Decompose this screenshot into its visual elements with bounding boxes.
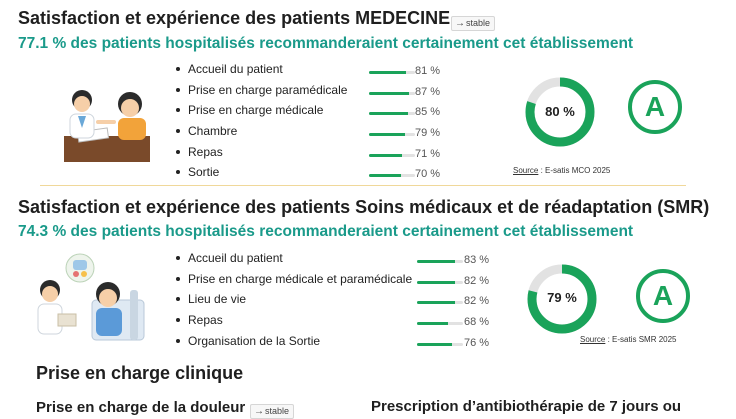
smr-item-bar-fill: [417, 322, 449, 326]
medecine-items-list: Accueil du patient 81 % Prise en charge pa…: [176, 62, 446, 186]
smr-items-list: Accueil du patient 83 % Prise en charge mé…: [176, 251, 496, 354]
smr-item: Repas 68 %: [176, 313, 496, 334]
clinique-title: Prise en charge clinique: [36, 363, 244, 383]
medecine-title: Satisfaction et expérience des patients …: [18, 8, 451, 28]
medecine-item: Prise en charge paramédicale 87 %: [176, 83, 446, 104]
smr-item-percent: 76 %: [464, 336, 490, 349]
smr-item-label: Lieu de vie: [176, 292, 246, 306]
smr-item-label: Organisation de la Sortie: [176, 334, 320, 348]
medecine-item-bar: [369, 112, 415, 116]
medecine-recommendation: 77.1 % des patients hospitalisés recomma…: [18, 35, 634, 52]
smr-item-bar: [417, 322, 463, 326]
medecine-source: Source : E-satis MCO 2025: [513, 166, 611, 175]
section-divider: [40, 185, 686, 186]
bullet-icon: [176, 297, 180, 302]
medecine-item-label: Accueil du patient: [176, 62, 283, 76]
doctor-patient-illustration: [64, 90, 150, 162]
bullet-icon: [176, 170, 180, 175]
smr-title: Satisfaction et expérience des patients …: [18, 197, 710, 217]
medecine-item-bar-fill: [369, 153, 402, 157]
smr-item-bar: [417, 301, 463, 305]
smr-item-percent: 83 %: [464, 254, 490, 266]
smr-item-bar: [417, 280, 463, 284]
arrow-right-icon: →: [254, 406, 264, 417]
smr-item: Lieu de vie 82 %: [176, 292, 496, 313]
bullet-icon: [176, 66, 180, 71]
smr-item-bar: [417, 342, 463, 346]
smr-item-label: Accueil du patient: [176, 251, 283, 265]
bullet-icon: [176, 108, 180, 113]
smr-donut-chart: [527, 264, 597, 334]
medecine-item-bar-fill: [369, 174, 402, 178]
bullet-icon: [176, 87, 180, 92]
smr-item: Accueil du patient 83 %: [176, 251, 496, 272]
smr-item-percent: 82 %: [464, 274, 490, 287]
medecine-item-bar: [369, 71, 415, 74]
medecine-donut-label: 80 %: [545, 104, 575, 119]
medecine-item-bar-fill: [369, 112, 409, 116]
antibio-title: Prescription d’antibiothérapie de 7 jour…: [371, 398, 682, 415]
medecine-item-percent: 81 %: [415, 65, 441, 77]
bullet-icon: [176, 317, 180, 322]
medecine-item-bar: [369, 133, 415, 137]
smr-item: Prise en charge médicale et paramédicale…: [176, 272, 496, 293]
medecine-donut-chart: [525, 77, 595, 147]
smr-item: Organisation de la Sortie 76 %: [176, 334, 496, 355]
medecine-item: Repas 71 %: [176, 145, 446, 166]
smr-grade-badge: A: [636, 269, 690, 323]
bullet-icon: [176, 128, 180, 133]
medecine-item: Accueil du patient 81 %: [176, 62, 446, 83]
medecine-item: Sortie 70 %: [176, 165, 446, 186]
medecine-item-bar: [369, 174, 415, 178]
smr-item-bar-fill: [417, 342, 452, 346]
bullet-icon: [176, 149, 180, 154]
medecine-grade-badge: A: [628, 80, 682, 134]
medecine-trend-badge: →stable: [451, 16, 496, 31]
medecine-item-bar-fill: [369, 91, 410, 95]
douleur-title: Prise en charge de la douleur: [36, 399, 246, 416]
smr-item-percent: 68 %: [464, 316, 490, 329]
smr-item-bar-fill: [417, 280, 455, 284]
smr-source: Source : E-satis SMR 2025: [580, 335, 677, 344]
smr-item-label: Repas: [176, 313, 223, 327]
medecine-item-percent: 87 %: [415, 85, 441, 98]
smr-item-bar: [417, 260, 463, 263]
medecine-item-percent: 70 %: [415, 168, 441, 181]
smr-donut-label: 79 %: [547, 290, 577, 305]
medecine-item-label: Repas: [176, 145, 223, 159]
smr-donut-arc: [527, 264, 597, 334]
bullet-icon: [176, 338, 180, 343]
patient-bed-illustration: [37, 253, 145, 341]
smr-recommendation: 74.3 % des patients hospitalisés recomma…: [18, 223, 634, 240]
smr-item-bar-fill: [417, 301, 455, 305]
medecine-item-label: Chambre: [176, 124, 237, 138]
medecine-item-label: Prise en charge paramédicale: [176, 83, 347, 97]
medecine-item-percent: 79 %: [415, 127, 441, 140]
medecine-item-bar: [369, 153, 415, 157]
medecine-item-bar-fill: [369, 133, 406, 137]
douleur-trend-badge: →stable: [250, 404, 295, 419]
arrow-right-icon: →: [455, 18, 465, 29]
bullet-icon: [176, 255, 180, 260]
medecine-item-bar: [369, 91, 415, 95]
medecine-item: Chambre 79 %: [176, 124, 446, 145]
bullet-icon: [176, 276, 180, 281]
smr-item-percent: 82 %: [464, 295, 490, 308]
medecine-item-percent: 71 %: [415, 147, 441, 160]
medecine-item-percent: 85 %: [415, 106, 441, 119]
medecine-item: Prise en charge médicale 85 %: [176, 103, 446, 124]
medecine-item-label: Sortie: [176, 165, 219, 179]
medecine-donut-arc: [525, 77, 595, 147]
smr-item-bar-fill: [417, 260, 456, 263]
medecine-item-label: Prise en charge médicale: [176, 103, 323, 117]
medecine-item-bar-fill: [369, 71, 407, 74]
smr-item-label: Prise en charge médicale et paramédicale: [176, 272, 412, 286]
